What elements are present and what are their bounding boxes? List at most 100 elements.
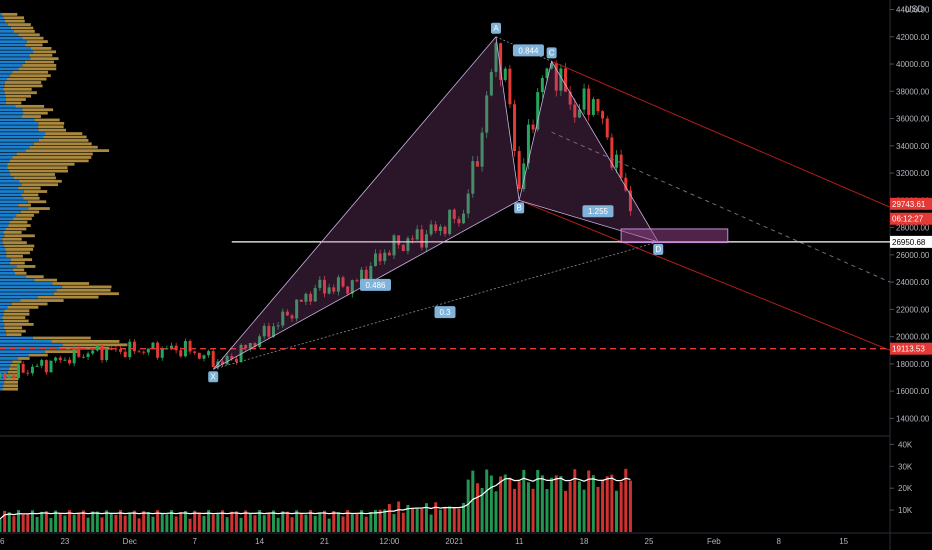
volume-bar <box>184 511 187 532</box>
profile-bar-blue <box>0 367 9 370</box>
volume-bar <box>36 517 39 532</box>
profile-bar-gold <box>16 105 45 108</box>
volume-bar <box>416 509 419 532</box>
profile-bar-gold <box>4 84 42 87</box>
price-tick-label: 34000.00 <box>896 142 930 151</box>
volume-bar <box>253 515 256 532</box>
time-tick-label: 25 <box>645 537 654 546</box>
candle-body <box>138 351 141 352</box>
volume-bar <box>22 514 25 532</box>
profile-bar-gold <box>7 166 67 169</box>
profile-bar-gold <box>4 323 33 326</box>
profile-bar-blue <box>0 337 33 340</box>
profile-bar-gold <box>6 255 23 258</box>
candle-body <box>147 349 150 353</box>
profile-bar-blue <box>0 316 3 319</box>
profile-bar-blue <box>0 241 3 244</box>
profile-bar-gold <box>6 228 27 231</box>
volume-bar <box>457 509 460 532</box>
volume-bar <box>151 517 154 532</box>
profile-bar-blue <box>0 323 4 326</box>
profile-bar-gold <box>15 272 26 275</box>
volume-bar <box>559 476 562 532</box>
volume-bar <box>494 491 497 532</box>
profile-bar-gold <box>10 173 55 176</box>
volume-bar <box>323 511 326 532</box>
profile-bar-blue <box>0 37 23 40</box>
profile-bar-blue <box>0 88 3 91</box>
price-tick-label: 42000.00 <box>896 33 930 42</box>
profile-bar-blue <box>0 163 7 166</box>
volume-bar <box>592 475 595 532</box>
time-tick-label: Feb <box>707 537 721 546</box>
price-tick-label: 18000.00 <box>896 360 930 369</box>
profile-bar-blue <box>0 289 57 292</box>
volume-bar <box>216 514 219 532</box>
price-tick-label: 24000.00 <box>896 278 930 287</box>
profile-bar-gold <box>14 176 56 179</box>
volume-bar <box>583 490 586 532</box>
profile-bar-blue <box>0 91 5 94</box>
price-tick-label: 32000.00 <box>896 169 930 178</box>
profile-bar-gold <box>10 159 89 162</box>
volume-bar <box>318 513 321 532</box>
profile-bar-gold <box>31 47 52 50</box>
candle-body <box>587 89 590 115</box>
profile-bar-blue <box>0 384 3 387</box>
volume-bar <box>620 482 623 532</box>
time-tick-label: 15 <box>839 537 848 546</box>
profile-bar-gold <box>18 357 30 360</box>
volume-bar <box>3 511 6 532</box>
volume-bar <box>610 475 613 532</box>
profile-bar-gold <box>21 211 39 214</box>
volume-bar <box>73 515 76 532</box>
candle-body <box>212 351 215 367</box>
profile-bar-blue <box>0 282 52 285</box>
candle-body <box>518 151 521 189</box>
time-tick-label: 12:00 <box>379 537 400 546</box>
candle-body <box>151 343 154 349</box>
volume-bar <box>212 515 215 532</box>
price-tick-label: 20000.00 <box>896 333 930 342</box>
time-tick-label: 16 <box>0 537 5 546</box>
profile-bar-gold <box>14 30 35 33</box>
volume-bar <box>430 515 433 532</box>
profile-bar-blue <box>0 292 54 295</box>
volume-bar <box>314 516 317 532</box>
volume-bar <box>26 514 29 532</box>
profile-bar-blue <box>0 258 11 261</box>
profile-bar-blue <box>0 71 12 74</box>
profile-bar-blue <box>0 371 8 374</box>
profile-bar-blue <box>0 125 38 128</box>
ratio-label: 0.3 <box>439 308 451 317</box>
time-tick-label: 21 <box>320 537 329 546</box>
volume-bar <box>40 512 43 532</box>
volume-bar <box>202 516 205 532</box>
profile-bar-gold <box>34 142 92 145</box>
profile-bar-blue <box>0 173 10 176</box>
profile-bar-gold <box>4 381 18 384</box>
profile-bar-gold <box>33 337 91 340</box>
profile-bar-gold <box>23 197 39 200</box>
profile-bar-blue <box>0 272 15 275</box>
profile-bar-gold <box>17 153 93 156</box>
profile-bar-gold <box>6 251 30 254</box>
profile-bar-blue <box>0 326 4 329</box>
volume-bar <box>444 507 447 532</box>
profile-bar-gold <box>29 354 48 357</box>
volume-bar <box>615 491 618 532</box>
price-tick-label: 16000.00 <box>896 387 930 396</box>
volume-bar <box>351 514 354 532</box>
profile-bar-blue <box>0 228 6 231</box>
candle-body <box>504 69 507 80</box>
profile-bar-blue <box>0 47 31 50</box>
volume-bar <box>629 481 632 532</box>
profile-bar-blue <box>0 180 19 183</box>
volume-bar <box>550 478 553 532</box>
profile-bar-gold <box>19 180 62 183</box>
profile-bar-blue <box>0 64 22 67</box>
volume-bar <box>508 478 511 532</box>
profile-bar-blue <box>0 275 26 278</box>
volume-bar <box>226 517 229 532</box>
